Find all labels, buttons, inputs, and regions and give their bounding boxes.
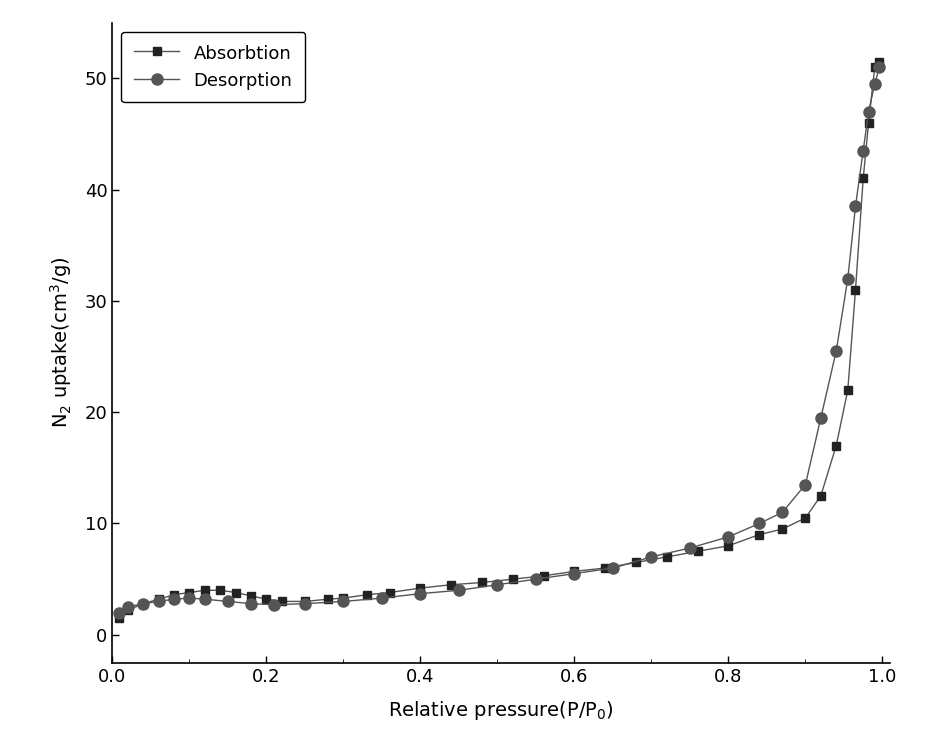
Absorbtion bbox=[384, 588, 395, 597]
Absorbtion bbox=[260, 595, 271, 604]
Desorption bbox=[753, 519, 764, 528]
Desorption bbox=[776, 508, 787, 517]
Absorbtion bbox=[829, 441, 841, 450]
Absorbtion bbox=[506, 575, 518, 584]
Desorption bbox=[168, 595, 180, 604]
Absorbtion bbox=[168, 590, 180, 599]
Desorption bbox=[849, 202, 860, 211]
Absorbtion bbox=[338, 593, 349, 602]
Legend: Absorbtion, Desorption: Absorbtion, Desorption bbox=[122, 32, 305, 102]
Absorbtion bbox=[183, 588, 195, 597]
Absorbtion bbox=[475, 578, 487, 587]
Absorbtion bbox=[537, 572, 548, 581]
Absorbtion bbox=[415, 584, 426, 593]
Absorbtion bbox=[446, 581, 457, 590]
Absorbtion bbox=[814, 491, 826, 500]
Desorption bbox=[245, 599, 256, 608]
Desorption bbox=[722, 532, 733, 541]
Absorbtion bbox=[841, 386, 853, 395]
Desorption bbox=[338, 597, 349, 606]
Desorption bbox=[814, 413, 826, 422]
Desorption bbox=[872, 62, 884, 72]
Absorbtion bbox=[799, 514, 811, 523]
Absorbtion bbox=[753, 530, 764, 539]
X-axis label: Relative pressure(P/P$_0$): Relative pressure(P/P$_0$) bbox=[388, 700, 614, 722]
Desorption bbox=[829, 346, 841, 355]
Desorption bbox=[530, 575, 541, 584]
Absorbtion bbox=[122, 606, 133, 615]
Absorbtion bbox=[299, 597, 310, 606]
Desorption bbox=[113, 608, 124, 617]
Absorbtion bbox=[214, 586, 226, 595]
Desorption bbox=[183, 593, 195, 602]
Absorbtion bbox=[229, 588, 241, 597]
Desorption bbox=[299, 599, 310, 608]
Desorption bbox=[453, 586, 464, 595]
Desorption bbox=[856, 146, 868, 155]
Desorption bbox=[607, 563, 618, 572]
Absorbtion bbox=[568, 567, 579, 576]
Absorbtion bbox=[360, 590, 372, 599]
Desorption bbox=[376, 593, 388, 602]
Desorption bbox=[122, 602, 133, 611]
Line: Absorbtion: Absorbtion bbox=[114, 57, 883, 622]
Y-axis label: N$_2$ uptake(cm$^3$/g): N$_2$ uptake(cm$^3$/g) bbox=[48, 257, 74, 428]
Absorbtion bbox=[872, 57, 884, 66]
Absorbtion bbox=[599, 563, 610, 572]
Desorption bbox=[841, 274, 853, 283]
Desorption bbox=[683, 544, 695, 553]
Absorbtion bbox=[322, 595, 333, 604]
Desorption bbox=[799, 480, 811, 489]
Desorption bbox=[138, 599, 149, 608]
Desorption bbox=[153, 597, 164, 606]
Absorbtion bbox=[869, 62, 880, 72]
Absorbtion bbox=[776, 525, 787, 534]
Absorbtion bbox=[199, 586, 211, 595]
Absorbtion bbox=[692, 547, 703, 556]
Desorption bbox=[491, 581, 503, 590]
Absorbtion bbox=[113, 614, 124, 623]
Absorbtion bbox=[856, 174, 868, 183]
Desorption bbox=[199, 595, 211, 604]
Absorbtion bbox=[722, 541, 733, 550]
Desorption bbox=[869, 79, 880, 88]
Absorbtion bbox=[661, 553, 672, 562]
Desorption bbox=[269, 600, 280, 609]
Absorbtion bbox=[862, 118, 873, 127]
Line: Desorption: Desorption bbox=[113, 62, 884, 618]
Desorption bbox=[862, 107, 873, 116]
Desorption bbox=[222, 597, 233, 606]
Desorption bbox=[568, 569, 579, 578]
Absorbtion bbox=[630, 558, 641, 567]
Absorbtion bbox=[153, 595, 164, 604]
Absorbtion bbox=[245, 591, 256, 600]
Absorbtion bbox=[138, 599, 149, 608]
Absorbtion bbox=[276, 597, 287, 606]
Desorption bbox=[645, 553, 656, 562]
Absorbtion bbox=[849, 285, 860, 294]
Desorption bbox=[415, 589, 426, 598]
